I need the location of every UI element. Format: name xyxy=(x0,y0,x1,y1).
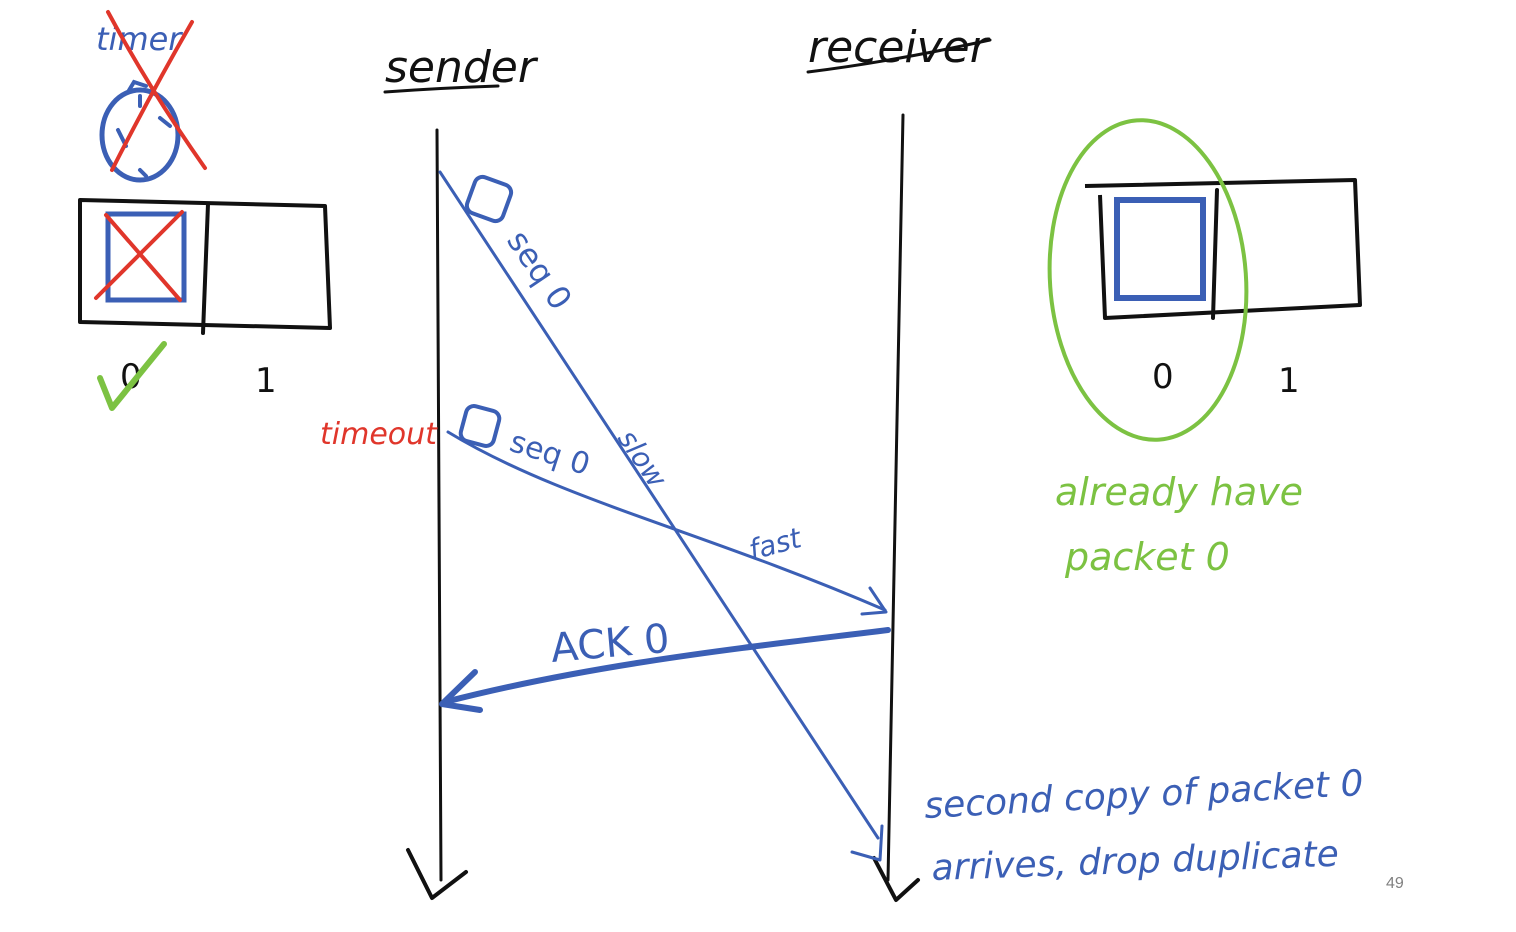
timeout-label: timeout xyxy=(320,417,438,452)
timer-cross-out xyxy=(106,10,207,172)
sender-column-title: sender xyxy=(385,42,539,93)
page-number: 49 xyxy=(1386,875,1404,892)
receiver-timeline xyxy=(886,113,905,882)
ack-arrow xyxy=(442,627,891,705)
sender-timeline xyxy=(435,128,443,882)
receiver-note-line-2: packet 0 xyxy=(1064,535,1230,579)
sender-timeline-arrowhead xyxy=(406,848,468,900)
bottom-note-line-2: arrives, drop duplicate xyxy=(931,834,1340,889)
receiver-column-title: receiver xyxy=(808,22,991,73)
receiver-slot-0-label: 0 xyxy=(1152,357,1174,397)
timer-label: timer xyxy=(96,20,183,58)
sender-packet-cross xyxy=(94,210,184,302)
resent-packet-label: seq 0 xyxy=(506,424,595,483)
first-packet-arrow xyxy=(438,170,880,840)
resent-packet-arrowhead xyxy=(860,586,888,616)
receiver-note-line-1: already have xyxy=(1055,470,1303,514)
receiver-title-underline xyxy=(806,38,992,74)
sender-packet-box xyxy=(105,211,187,303)
first-packet-speed-label: slow xyxy=(611,423,673,493)
ack-arrowhead xyxy=(439,669,483,713)
receiver-packet-box xyxy=(1114,197,1206,301)
first-packet-arrowhead xyxy=(850,824,884,862)
first-packet-label: seq 0 xyxy=(499,223,579,317)
sender-window xyxy=(78,198,332,335)
resent-packet-arrow xyxy=(446,430,887,612)
sender-title-underline xyxy=(383,84,500,94)
ack-label: ACK 0 xyxy=(549,616,672,672)
first-packet-icon xyxy=(464,174,514,224)
receiver-window xyxy=(1084,178,1362,320)
resent-packet-icon xyxy=(458,404,502,448)
sender-slot-1-label: 1 xyxy=(255,361,277,401)
receiver-slot-1-label: 1 xyxy=(1278,361,1300,401)
bottom-note-line-1: second copy of packet 0 xyxy=(923,763,1364,827)
resent-packet-speed-label: fast xyxy=(745,521,805,567)
receiver-timeline-arrowhead xyxy=(872,856,920,902)
checkmark-icon xyxy=(97,341,167,411)
receiver-slot-0-highlight xyxy=(1047,118,1249,442)
